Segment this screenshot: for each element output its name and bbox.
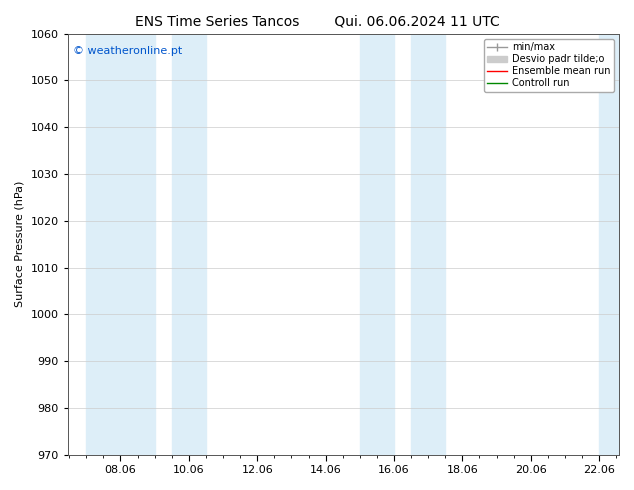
Bar (172, 34, 206, 455)
Text: © weatheronline.pt: © weatheronline.pt (73, 47, 183, 56)
Text: ENS Time Series Tancos        Qui. 06.06.2024 11 UTC: ENS Time Series Tancos Qui. 06.06.2024 1… (134, 15, 500, 29)
Y-axis label: Surface Pressure (hPa): Surface Pressure (hPa) (15, 181, 25, 307)
Legend: min/max, Desvio padr tilde;o, Ensemble mean run, Controll run: min/max, Desvio padr tilde;o, Ensemble m… (484, 39, 614, 92)
Bar (411, 34, 445, 455)
Bar (86, 34, 155, 455)
Bar (360, 34, 394, 455)
Bar (599, 34, 619, 455)
